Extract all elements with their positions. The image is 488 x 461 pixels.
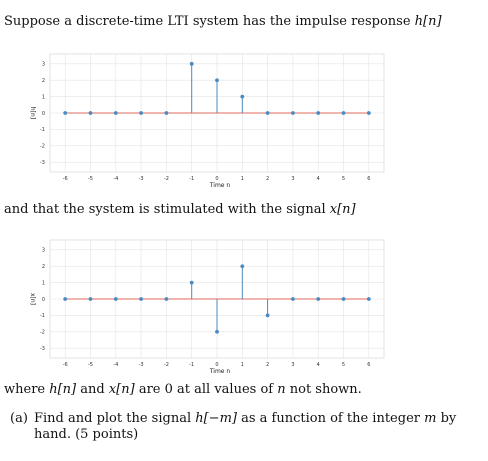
part-a-m-symbol: m xyxy=(424,411,437,426)
x-tick-label: 3 xyxy=(291,362,294,368)
stem-marker xyxy=(366,297,371,301)
impulse-response-stem-chart: -6 -5 -4 -3 -2 -1 0 1 2 3 4 5 6 3 2 1 0 -1 -2 -3 Time n h[n] xyxy=(29,53,385,187)
where-text-3: are 0 at all values of xyxy=(134,382,278,397)
impulse-response-symbol: h[n] xyxy=(414,14,442,29)
input-signal-symbol: x[n] xyxy=(329,202,356,217)
x-tick-label: 6 xyxy=(367,176,370,182)
x-tick-label: -2 xyxy=(164,362,169,368)
stem-marker xyxy=(265,111,270,115)
where-n-symbol: n xyxy=(277,382,286,397)
stem-marker xyxy=(88,297,93,301)
x-tick-label: 3 xyxy=(291,176,294,182)
x-tick-label: -5 xyxy=(88,176,93,182)
y-tick-label: -2 xyxy=(40,144,45,150)
intro-text: Suppose a discrete-time LTI system has t… xyxy=(4,14,415,29)
part-a-label: (a) xyxy=(10,411,28,426)
part-a: (a) Find and plot the signal h[−m] as a … xyxy=(10,411,456,442)
x-tick-label: 5 xyxy=(342,362,345,368)
stem-marker xyxy=(88,111,93,115)
x-tick-label: 5 xyxy=(342,176,345,182)
y-tick-label: -3 xyxy=(40,346,45,352)
where-text-2: and xyxy=(76,382,109,397)
x-tick-label: -3 xyxy=(139,176,144,182)
where-h-symbol: h[n] xyxy=(49,382,77,397)
y-tick-label: 1 xyxy=(42,94,45,100)
where-text-4: not shown. xyxy=(285,382,362,397)
part-a-text-1: Find and plot the signal xyxy=(34,411,196,426)
x-tick-label: -1 xyxy=(189,362,194,368)
input-signal-plot: -6 -5 -4 -3 -2 -1 0 1 2 3 4 5 6 3 2 1 0 -1 -2 -3 Time n x[n] xyxy=(22,236,392,373)
y-tick-label: -1 xyxy=(40,313,45,319)
x-axis-label: Time n xyxy=(209,182,231,187)
y-tick-label: -2 xyxy=(40,330,45,336)
y-tick-label: 3 xyxy=(42,62,45,68)
x-tick-label: -1 xyxy=(189,176,194,182)
stem-marker xyxy=(366,111,371,115)
x-tick-label: 4 xyxy=(317,362,320,368)
where-x-symbol: x[n] xyxy=(108,382,135,397)
x-tick-label: -5 xyxy=(88,362,93,368)
x-axis-label: Time n xyxy=(209,368,231,373)
y-axis-label: x[n] xyxy=(29,293,36,305)
stem-marker xyxy=(113,111,118,115)
x-tick-label: 6 xyxy=(367,362,370,368)
x-tick-label: -6 xyxy=(63,176,68,182)
y-tick-label: 1 xyxy=(42,280,45,286)
stem-marker xyxy=(291,111,295,115)
where-sentence: where h[n] and x[n] are 0 at all values … xyxy=(4,382,362,398)
stem-marker xyxy=(63,297,68,301)
x-tick-label: 0 xyxy=(215,176,218,182)
stem-marker xyxy=(341,111,346,115)
y-axis-label: h[n] xyxy=(29,107,36,119)
y-tick-label: 2 xyxy=(42,264,45,270)
where-text-1: where xyxy=(4,382,50,397)
stem-marker xyxy=(63,111,68,115)
stem-marker xyxy=(164,297,169,301)
stem-marker xyxy=(139,297,143,301)
middle-text: and that the system is stimulated with t… xyxy=(4,202,330,217)
stem-marker xyxy=(139,111,143,115)
impulse-response-plot: -6 -5 -4 -3 -2 -1 0 1 2 3 4 5 6 3 2 1 0 -1 -2 -3 Time n h[n] xyxy=(22,50,392,187)
x-tick-label: -3 xyxy=(139,362,144,368)
x-tick-label: 0 xyxy=(215,362,218,368)
y-tick-label: 2 xyxy=(42,78,45,84)
input-signal-sentence: and that the system is stimulated with t… xyxy=(4,202,356,218)
part-a-text: Find and plot the signal h[−m] as a func… xyxy=(34,411,464,443)
x-tick-label: -6 xyxy=(63,362,68,368)
x-tick-label: -2 xyxy=(164,176,169,182)
x-tick-label: 1 xyxy=(241,176,244,182)
intro-sentence: Suppose a discrete-time LTI system has t… xyxy=(4,14,442,30)
x-tick-label: 2 xyxy=(266,362,269,368)
stem-marker xyxy=(341,297,346,301)
x-tick-label: 1 xyxy=(241,362,244,368)
y-tick-label: 0 xyxy=(42,111,45,117)
stem-marker xyxy=(189,280,194,285)
input-signal-stem-chart: -6 -5 -4 -3 -2 -1 0 1 2 3 4 5 6 3 2 1 0 -1 -2 -3 Time n x[n] xyxy=(29,239,385,373)
part-a-text-3: by hand. (5 points) xyxy=(34,411,457,442)
stem-marker xyxy=(240,94,245,99)
stem-marker xyxy=(113,297,118,301)
stem-marker xyxy=(316,297,321,301)
stem-marker xyxy=(316,111,321,115)
y-tick-label: 0 xyxy=(42,297,45,303)
part-a-text-2: as a function of the integer xyxy=(236,411,425,426)
x-tick-label: 2 xyxy=(266,176,269,182)
stem-marker xyxy=(189,61,194,66)
y-tick-label: 3 xyxy=(42,248,45,254)
part-a-hm-symbol: h[−m] xyxy=(195,411,237,426)
x-tick-label: 4 xyxy=(317,176,320,182)
x-tick-label: -4 xyxy=(113,176,118,182)
y-tick-label: -1 xyxy=(40,127,45,133)
stem-marker xyxy=(240,264,245,269)
stem-marker xyxy=(164,111,169,115)
stem-marker xyxy=(215,78,219,83)
x-tick-label: -4 xyxy=(113,362,118,368)
stem-marker xyxy=(265,313,270,318)
y-tick-label: -3 xyxy=(40,160,45,166)
stem-marker xyxy=(215,329,219,334)
stem-marker xyxy=(291,297,295,301)
